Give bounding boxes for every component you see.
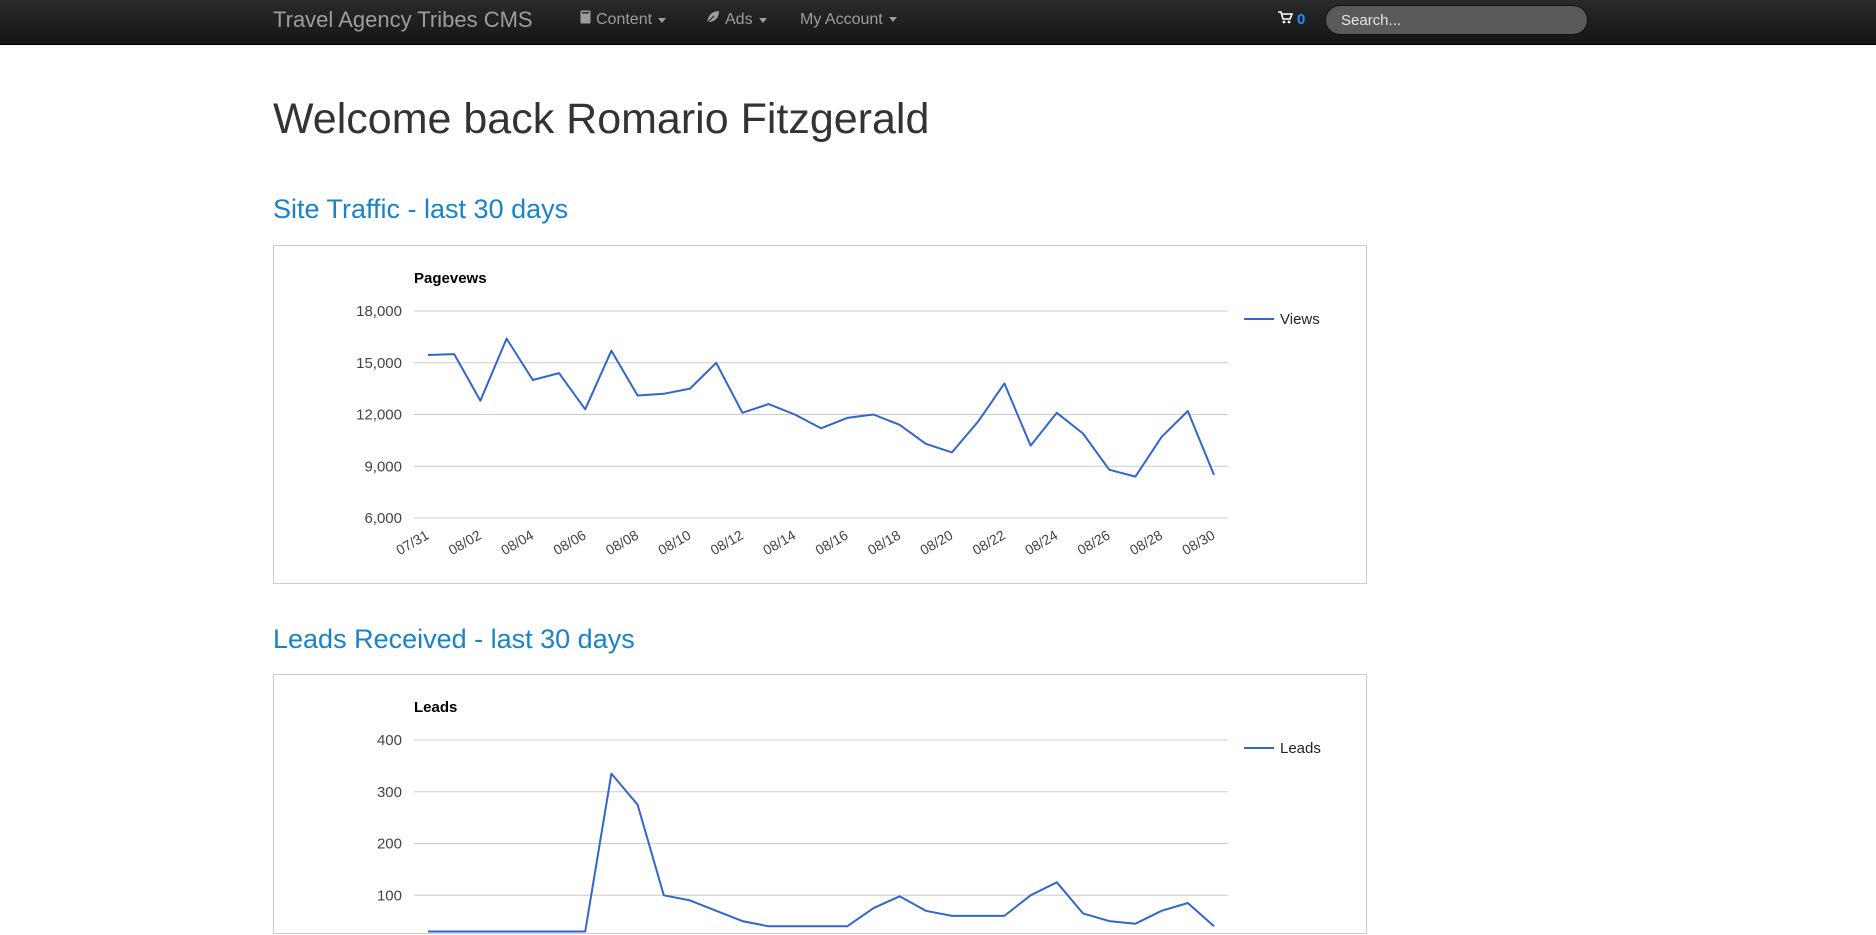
x-tick-label: 08/28 <box>1127 527 1166 558</box>
cart-button[interactable]: 0 <box>1278 0 1305 40</box>
brand-link[interactable]: Travel Agency Tribes CMS <box>273 7 533 32</box>
page-title: Welcome back Romario Fitzgerald <box>273 95 930 143</box>
chart-title: Pagevews <box>414 270 487 287</box>
x-tick-label: 08/22 <box>970 527 1009 558</box>
top-navbar: Travel Agency Tribes CMS Content Ads My … <box>0 0 1876 45</box>
series-line-views <box>427 337 1215 478</box>
x-tick-label: 08/02 <box>446 527 485 558</box>
search-input[interactable] <box>1325 5 1588 35</box>
leaf-icon <box>706 0 720 40</box>
pageviews-chart: Pagevews 6,000 9,000 12,000 15,000 18,000 07/3… <box>356 270 1320 558</box>
book-icon <box>580 0 591 40</box>
nav-content-label: Content <box>596 11 653 29</box>
series-line-leads <box>428 772 1215 933</box>
leads-chart: Leads 100 200 300 400 Leads <box>377 699 1321 933</box>
y-tick-label: 6,000 <box>364 510 402 527</box>
shopping-cart-icon <box>1278 0 1294 40</box>
nav-content-dropdown[interactable]: Content <box>580 0 667 40</box>
x-tick-label: 08/14 <box>760 527 799 558</box>
y-tick-label: 12,000 <box>356 407 402 424</box>
pageviews-chart-panel: Pagevews 6,000 9,000 12,000 15,000 18,000 07/3… <box>273 245 1367 584</box>
chevron-down-icon <box>658 17 667 23</box>
x-tick-label: 08/06 <box>550 527 589 558</box>
chevron-down-icon <box>758 17 767 23</box>
x-tick-label: 08/20 <box>917 527 956 558</box>
nav-ads-label: Ads <box>725 11 753 29</box>
nav-ads-dropdown[interactable]: Ads <box>706 0 767 40</box>
y-tick-label: 300 <box>377 784 402 801</box>
legend-label: Leads <box>1280 740 1321 757</box>
chevron-down-icon <box>888 17 897 23</box>
site-traffic-heading: Site Traffic - last 30 days <box>273 194 569 224</box>
y-tick-label: 9,000 <box>364 458 402 475</box>
x-tick-label: 08/24 <box>1022 527 1061 558</box>
y-tick-label: 100 <box>377 887 402 904</box>
x-tick-label: 08/04 <box>498 527 537 558</box>
y-tick-label: 400 <box>377 732 402 749</box>
legend-label: Views <box>1280 311 1320 328</box>
x-tick-label: 08/18 <box>865 527 904 558</box>
y-tick-label: 15,000 <box>356 355 402 372</box>
x-tick-label: 08/08 <box>603 527 642 558</box>
x-tick-label: 08/26 <box>1074 527 1113 558</box>
cart-count-badge: 0 <box>1297 11 1306 28</box>
leads-heading: Leads Received - last 30 days <box>273 624 635 654</box>
x-tick-label: 08/10 <box>655 527 694 558</box>
x-tick-label: 08/30 <box>1179 527 1218 558</box>
nav-my-account-dropdown[interactable]: My Account <box>800 0 897 40</box>
nav-my-account-label: My Account <box>800 11 883 28</box>
x-tick-label: 08/16 <box>812 527 851 558</box>
leads-chart-panel: Leads 100 200 300 400 Leads <box>273 674 1367 934</box>
y-tick-label: 200 <box>377 836 402 853</box>
x-tick-label: 08/12 <box>708 527 747 558</box>
chart-title: Leads <box>414 699 457 716</box>
x-tick-label: 07/31 <box>393 527 432 558</box>
y-tick-label: 18,000 <box>356 303 402 320</box>
